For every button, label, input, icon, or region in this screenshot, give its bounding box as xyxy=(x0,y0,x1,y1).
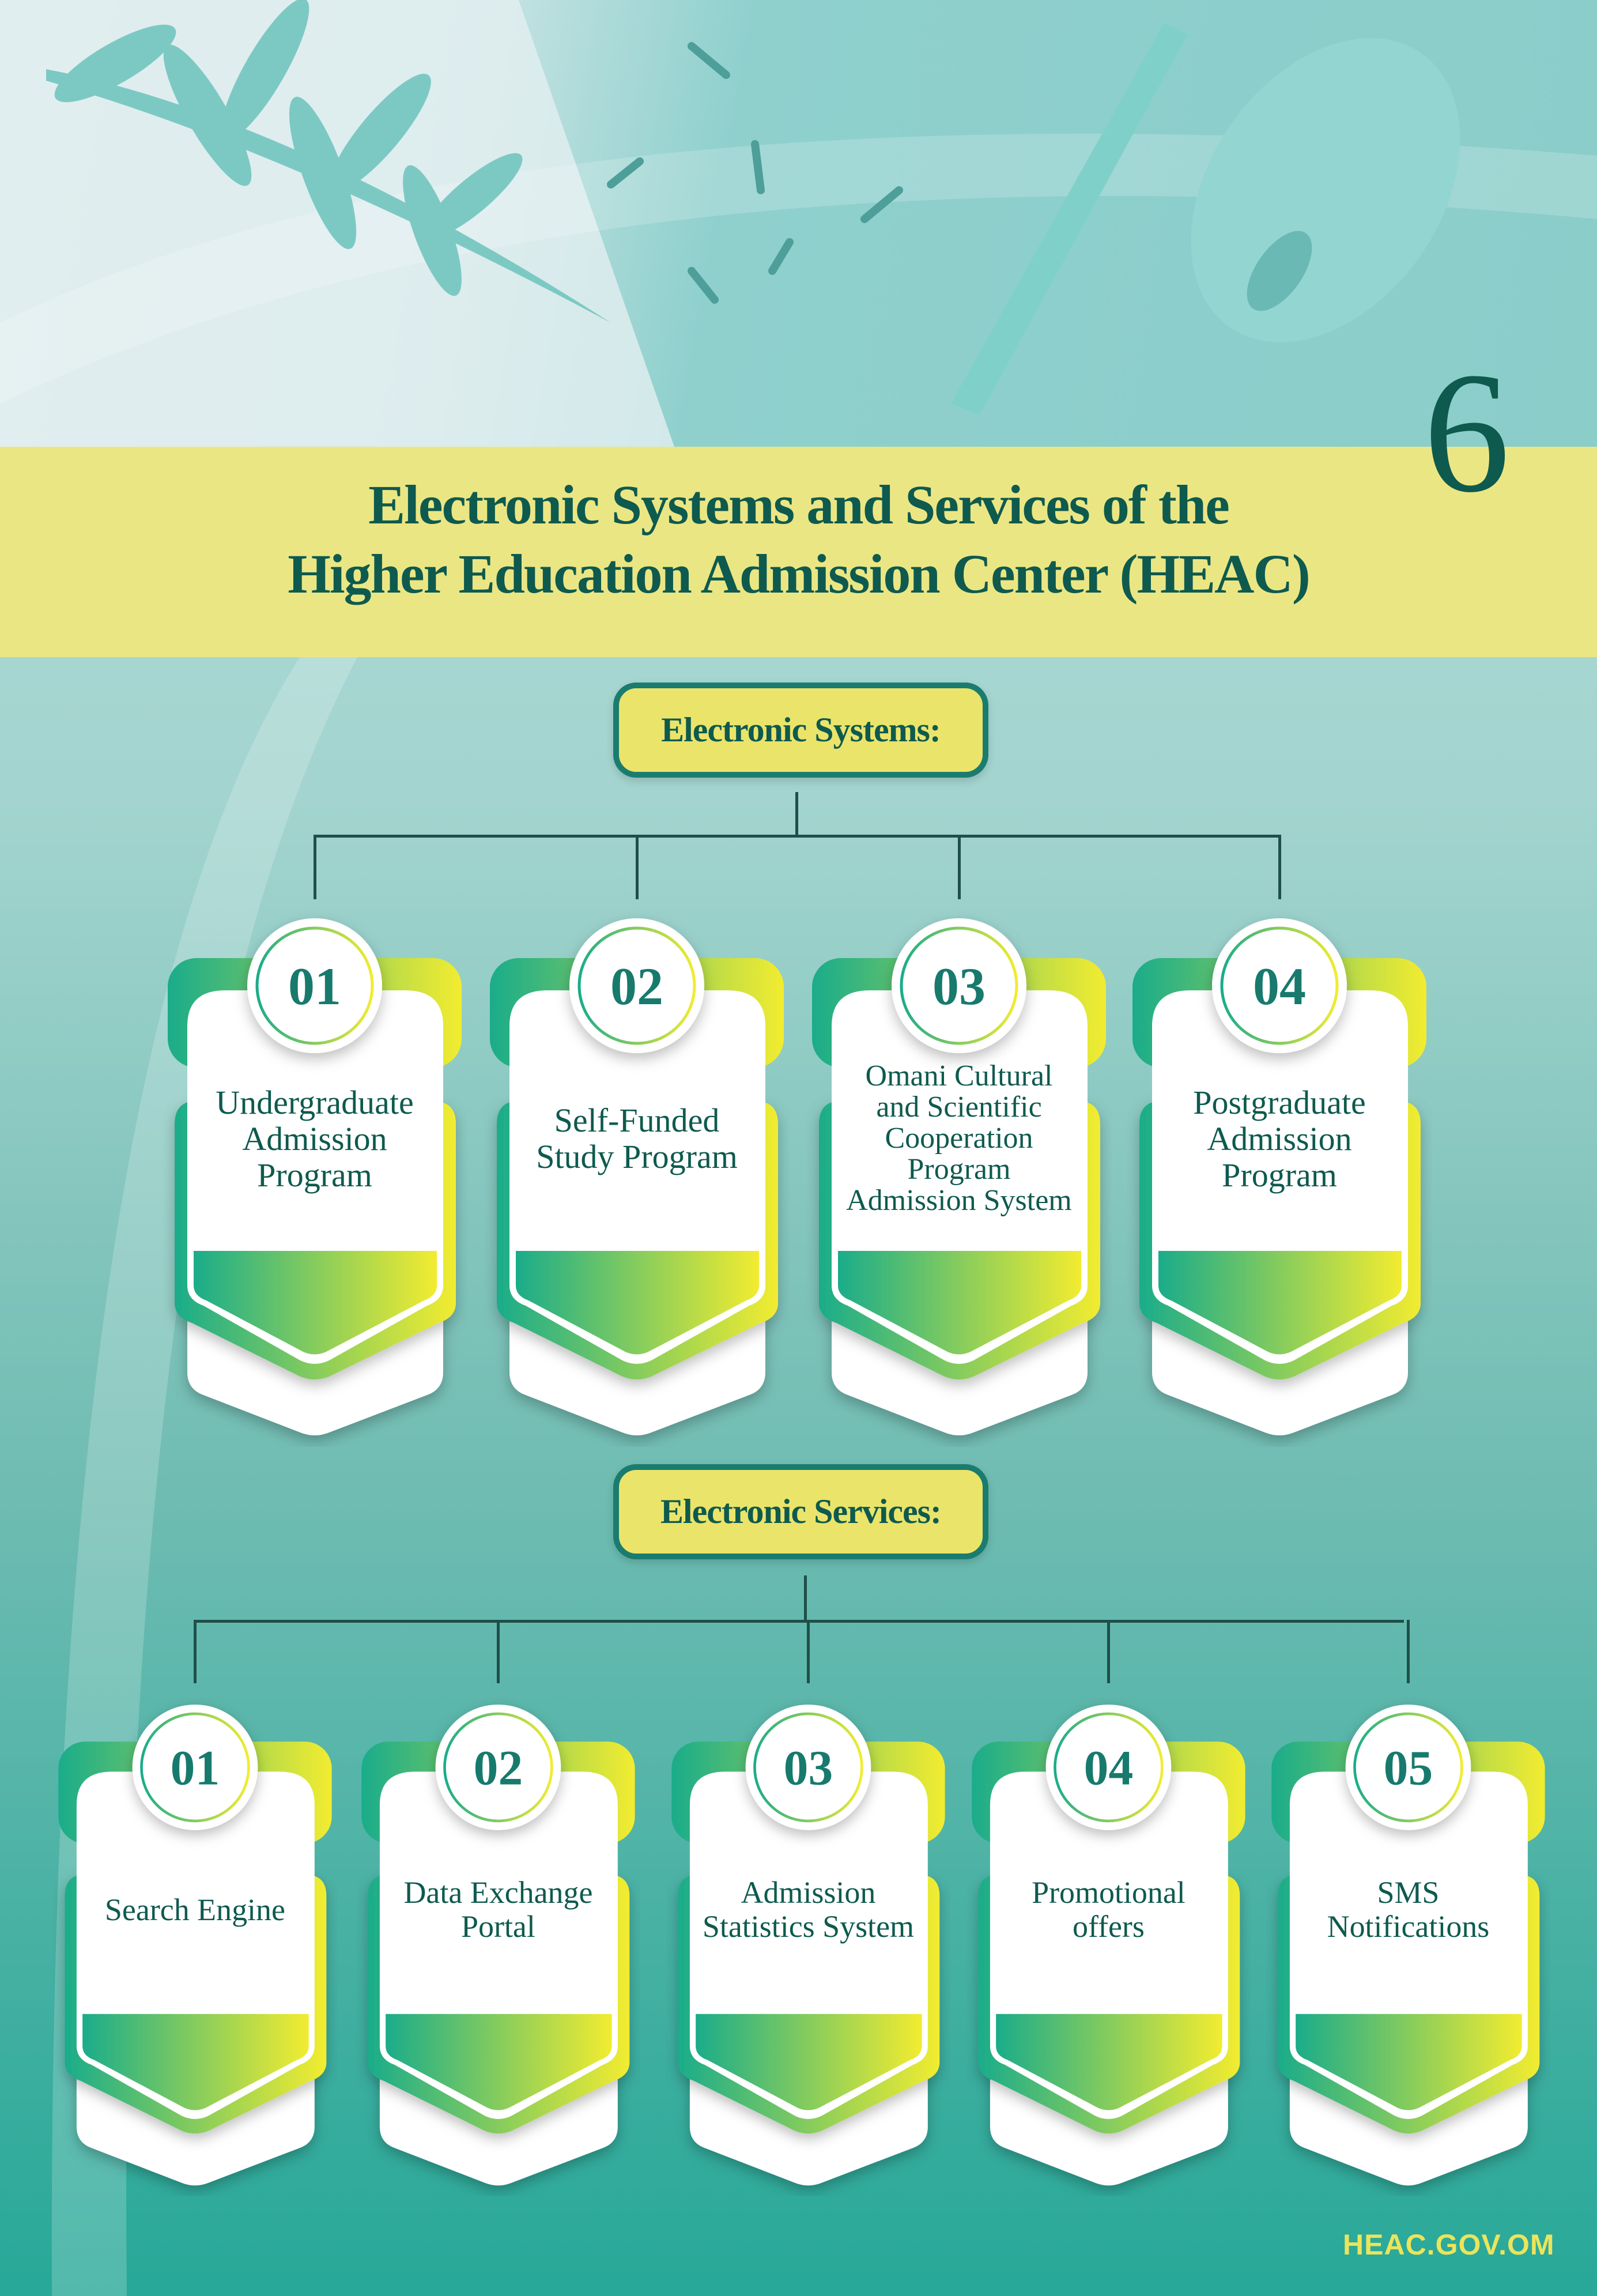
connector xyxy=(314,835,316,899)
number-badge-ring xyxy=(1353,1712,1463,1823)
number-badge xyxy=(569,918,704,1053)
card-gradient-band xyxy=(516,1251,759,1355)
system-card-01: 01 Undergraduate Admission Program xyxy=(162,911,467,1447)
number-badge-ring xyxy=(1220,926,1339,1045)
connector xyxy=(958,835,961,899)
card-gradient-band xyxy=(1295,2014,1522,2110)
card-number: 03 xyxy=(783,1740,833,1795)
number-badge-ring xyxy=(443,1712,553,1823)
computer-mouse xyxy=(1191,38,1460,342)
card-label: Postgraduate Admission Program xyxy=(1193,1083,1366,1194)
page-number: 6 xyxy=(1424,337,1510,528)
push-pins xyxy=(607,42,903,304)
card-number: 05 xyxy=(1383,1740,1433,1795)
card-label: Omani Cultural and Scientific Cooperatio… xyxy=(846,1060,1072,1217)
card-label: Admission Statistics System xyxy=(702,1875,914,1944)
number-badge xyxy=(435,1705,561,1830)
service-card-05: 05 SMS Notifications xyxy=(1266,1698,1550,2196)
card-gradient-band xyxy=(194,1251,437,1355)
page-title-line-2: Higher Education Admission Center (HEAC) xyxy=(288,543,1311,605)
card-number: 04 xyxy=(1083,1740,1133,1795)
card-gradient-band xyxy=(838,1251,1081,1355)
number-badge xyxy=(745,1705,871,1830)
card-label: Data Exchange Portal xyxy=(403,1875,592,1944)
service-card-02: 02 Data Exchange Portal xyxy=(356,1698,640,2196)
system-card-02: 02 Self-Funded Study Program xyxy=(484,911,790,1447)
card-label: Undergraduate Admission Program xyxy=(216,1083,414,1194)
system-card-04: 04 Postgraduate Admission Program xyxy=(1127,911,1432,1447)
number-badge xyxy=(1345,1705,1471,1830)
card-number: 04 xyxy=(1253,956,1306,1016)
website-url: HEAC.GOV.OM xyxy=(1343,2229,1555,2261)
card-number: 01 xyxy=(170,1740,220,1795)
service-card-03: 03 Admission Statistics System xyxy=(666,1698,950,2196)
connector xyxy=(194,1620,1404,1623)
number-badge-ring xyxy=(577,926,696,1045)
electronic-services-heading: Electronic Services: xyxy=(613,1464,988,1559)
title-band xyxy=(0,447,1597,657)
card-gradient-band xyxy=(82,2014,309,2110)
card-label: SMS Notifications xyxy=(1327,1875,1489,1944)
number-badge-ring xyxy=(255,926,374,1045)
pen xyxy=(951,23,1187,415)
number-badge xyxy=(132,1705,258,1830)
card-number: 02 xyxy=(473,1740,523,1795)
number-badge xyxy=(1212,918,1347,1053)
card-gradient-band xyxy=(995,2014,1222,2110)
card-gradient-band xyxy=(385,2014,612,2110)
connector xyxy=(636,835,639,899)
desk-photo-illustration xyxy=(0,0,1597,447)
connector xyxy=(807,1620,810,1683)
card-gradient-band xyxy=(695,2014,922,2110)
number-badge xyxy=(1045,1705,1171,1830)
number-badge-ring xyxy=(753,1712,863,1823)
page-title-line-1: Electronic Systems and Services of the xyxy=(368,474,1230,536)
service-card-01: 01 Search Engine xyxy=(53,1698,337,2196)
connector xyxy=(1107,1620,1110,1683)
number-badge xyxy=(892,918,1026,1053)
header-photo xyxy=(0,0,1597,447)
connector xyxy=(795,792,798,837)
number-badge xyxy=(247,918,382,1053)
card-label: Search Engine xyxy=(104,1892,285,1927)
card-gradient-band xyxy=(1158,1251,1402,1355)
electronic-systems-heading: Electronic Systems: xyxy=(613,683,988,778)
system-card-03: 03 Omani Cultural and Scientific Coopera… xyxy=(806,911,1112,1447)
connector xyxy=(1278,835,1281,899)
number-badge-ring xyxy=(139,1712,250,1823)
card-number: 02 xyxy=(610,956,663,1016)
fern-leaf-icon xyxy=(46,0,611,323)
connector xyxy=(804,1575,807,1622)
card-label: Self-Funded Study Program xyxy=(536,1102,738,1175)
connector xyxy=(497,1620,500,1683)
number-badge-ring xyxy=(900,926,1018,1045)
service-card-04: 04 Promotional offers xyxy=(966,1698,1251,2196)
card-label: Promotional offers xyxy=(1031,1875,1186,1944)
connector xyxy=(1407,1620,1410,1683)
number-badge-ring xyxy=(1053,1712,1164,1823)
card-number: 01 xyxy=(288,956,341,1016)
connector xyxy=(315,835,1279,838)
card-number: 03 xyxy=(932,956,986,1016)
connector xyxy=(194,1620,197,1683)
